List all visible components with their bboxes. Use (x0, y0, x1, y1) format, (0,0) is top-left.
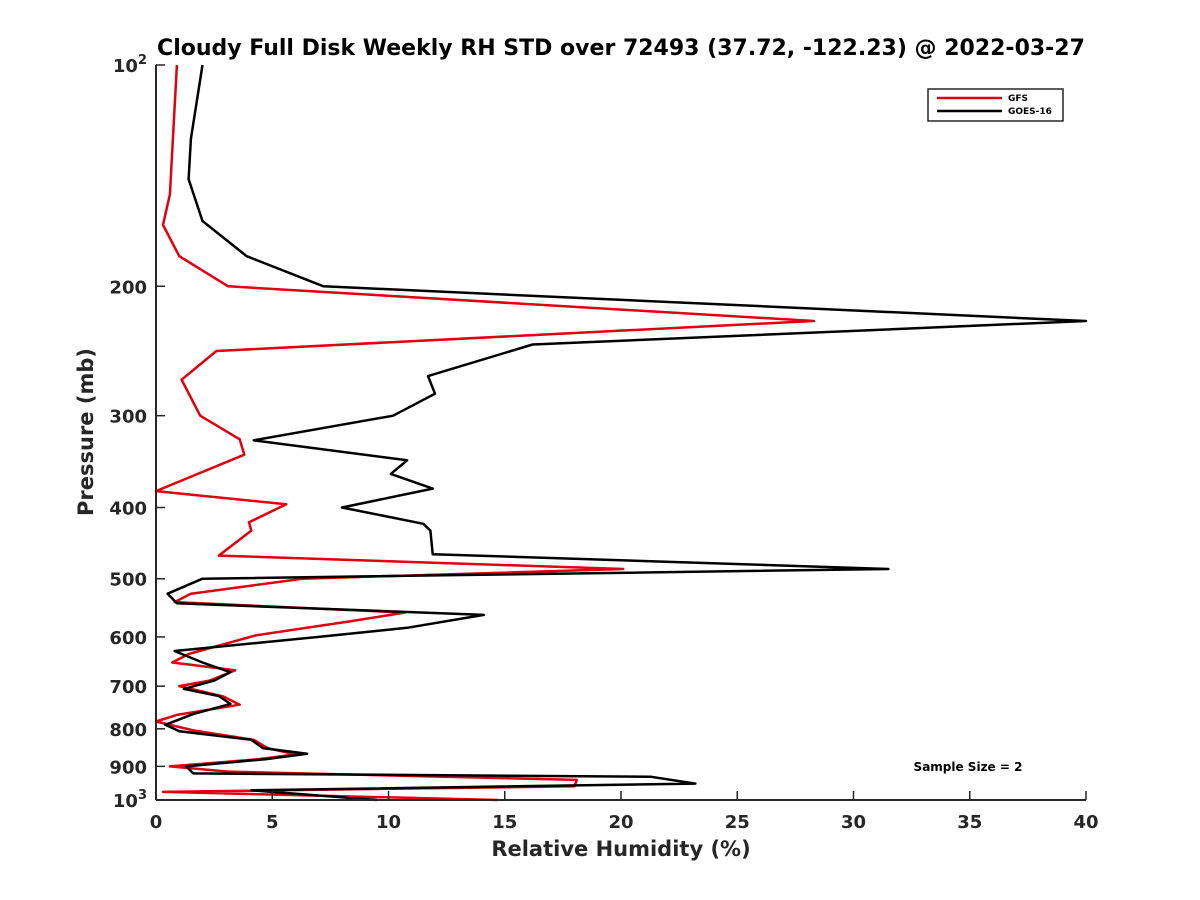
chart-title: Cloudy Full Disk Weekly RH STD over 7249… (157, 36, 1085, 61)
legend: GFS GOES-16 (927, 88, 1064, 122)
y-tick-label: 102 (113, 53, 147, 77)
y-tick-label: 700 (109, 677, 147, 698)
legend-label-goes16: GOES-16 (1008, 107, 1052, 117)
legend-label-gfs: GFS (1008, 94, 1028, 104)
y-tick-label: 103 (113, 788, 147, 812)
x-tick-label: 40 (1073, 812, 1098, 833)
y-tick-label: 400 (109, 499, 147, 520)
x-axis-label: Relative Humidity (%) (491, 837, 750, 861)
series-line-gfs (154, 64, 816, 802)
x-tick-label: 10 (376, 812, 401, 833)
y-ticks: 102 200 300 400 500 600 700 800 900 103 (109, 53, 165, 812)
y-tick-label: 800 (109, 720, 147, 741)
x-tick-label: 0 (150, 812, 163, 833)
x-tick-label: 20 (608, 812, 633, 833)
x-tick-label: 15 (492, 812, 517, 833)
x-tick-label: 35 (957, 812, 982, 833)
x-ticks: 0 5 10 15 20 25 30 35 40 (150, 791, 1099, 833)
x-tick-label: 25 (725, 812, 750, 833)
x-tick-label: 5 (266, 812, 279, 833)
y-tick-label: 500 (109, 570, 147, 591)
y-tick-label: 600 (109, 628, 147, 649)
y-tick-label: 300 (109, 407, 147, 428)
legend-box (927, 88, 1064, 122)
x-tick-label: 30 (841, 812, 866, 833)
series-line-goes-16 (164, 64, 1088, 802)
series-layer (154, 64, 1088, 802)
sample-size-annotation: Sample Size = 2 (914, 760, 1023, 774)
y-axis-label: Pressure (mb) (74, 348, 98, 516)
y-tick-label: 200 (109, 277, 147, 298)
y-tick-label: 900 (109, 757, 147, 778)
